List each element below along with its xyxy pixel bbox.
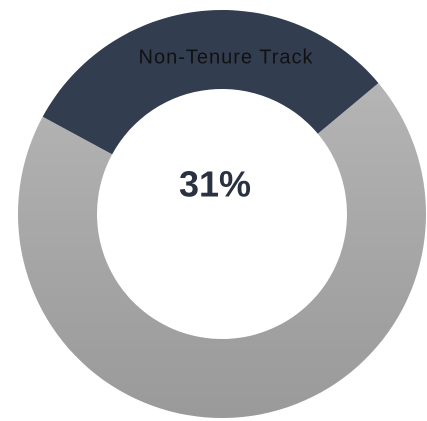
segment-shading bbox=[17, 83, 427, 418]
center-value-label: 31% bbox=[179, 164, 251, 205]
segments bbox=[17, 9, 427, 418]
segment-label: Non-Tenure Track bbox=[139, 46, 314, 68]
donut-segment bbox=[42, 9, 379, 155]
